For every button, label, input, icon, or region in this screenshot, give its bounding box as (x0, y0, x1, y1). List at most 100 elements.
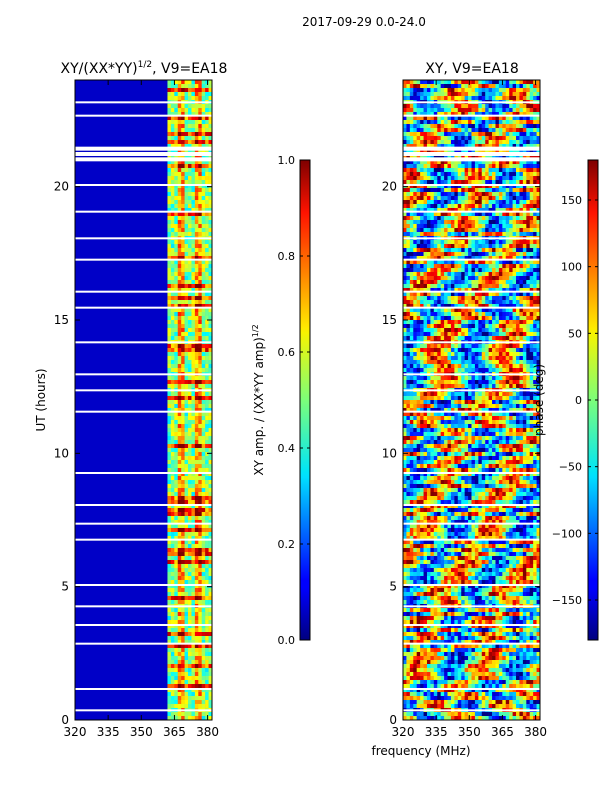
amplitude-heatmap-cell (188, 648, 192, 653)
amplitude-heatmap-cell (191, 656, 196, 661)
phase-heatmap-cell (529, 256, 534, 261)
phase-heatmap-cell (437, 272, 441, 277)
phase-heatmap-cell (481, 244, 486, 249)
amplitude-heatmap-cell (198, 700, 203, 705)
phase-heatmap-cell (512, 344, 517, 349)
phase-heatmap-cell (437, 108, 441, 113)
amplitude-heatmap-cell (194, 404, 199, 409)
amplitude-heatmap-cell (205, 512, 209, 517)
amplitude-heatmap-cell (174, 660, 179, 665)
phase-heatmap-cell (403, 356, 407, 361)
amplitude-heatmap-cell (184, 232, 189, 237)
amplitude-heatmap-cell (188, 428, 192, 433)
phase-heatmap-cell (426, 88, 431, 93)
amplitude-heatmap-cell (194, 548, 199, 553)
amplitude-heatmap-cell (205, 684, 209, 689)
phase-heatmap-cell (413, 108, 417, 113)
phase-heatmap-cell (533, 332, 537, 337)
phase-heatmap-cell (522, 296, 527, 301)
amplitude-heatmap-cell (208, 180, 212, 185)
phase-heatmap-cell (468, 176, 472, 181)
phase-heatmap-cell (478, 260, 483, 265)
amplitude-heatmap-cell (167, 392, 172, 397)
phase-heatmap-cell (440, 176, 445, 181)
amplitude-heatmap-cell (201, 124, 206, 129)
phase-heatmap-cell (522, 288, 527, 293)
phase-heatmap-cell (505, 204, 510, 209)
phase-heatmap-cell (488, 220, 493, 225)
amplitude-heatmap-cell (177, 588, 182, 593)
phase-heatmap-cell (474, 284, 479, 289)
amplitude-heatmap-cell (181, 584, 185, 589)
amplitude-heatmap-cell (208, 220, 212, 225)
phase-heatmap-cell (495, 320, 500, 325)
amplitude-heatmap-cell (198, 84, 203, 89)
amplitude-heatmap-cell (181, 328, 185, 333)
phase-heatmap-cell (420, 260, 424, 265)
phase-heatmap-cell (488, 356, 493, 361)
amplitude-heatmap-cell (170, 676, 175, 681)
amplitude-heatmap-cell (208, 568, 212, 573)
amplitude-heatmap-cell (184, 244, 189, 249)
phase-heatmap-cell (464, 264, 469, 269)
amplitude-heatmap-cell (177, 448, 182, 453)
amplitude-heatmap-cell (167, 380, 172, 385)
phase-heatmap-cell (444, 120, 448, 125)
phase-heatmap-cell (481, 352, 486, 357)
amplitude-heatmap-cell (208, 188, 212, 193)
phase-heatmap-cell (488, 168, 493, 173)
amplitude-heatmap-cell (194, 564, 199, 569)
amplitude-heatmap-cell (174, 444, 179, 449)
phase-heatmap-cell (519, 188, 524, 193)
amplitude-heatmap-cell (198, 92, 203, 97)
phase-heatmap-cell (481, 324, 486, 329)
phase-heatmap-cell (403, 312, 407, 317)
phase-heatmap-cell (416, 196, 421, 201)
amplitude-heatmap-cell (208, 532, 212, 537)
amplitude-heatmap-cell (191, 588, 196, 593)
phase-heatmap-cell (526, 284, 531, 289)
amplitude-heatmap-cell (191, 508, 196, 513)
amplitude-heatmap-cell (167, 584, 172, 589)
phase-heatmap-cell (468, 352, 472, 357)
phase-heatmap-cell (468, 324, 472, 329)
phase-heatmap-cell (474, 336, 479, 341)
amplitude-heatmap-cell (188, 196, 192, 201)
phase-heatmap-cell (522, 104, 527, 109)
phase-heatmap-cell (403, 300, 407, 305)
amplitude-heatmap-cell (181, 320, 185, 325)
amplitude-heatmap-cell (191, 248, 196, 253)
phase-heatmap-cell (426, 220, 431, 225)
amplitude-heatmap-cell (167, 508, 172, 513)
amplitude-heatmap-cell (170, 608, 175, 613)
phase-heatmap-cell (416, 136, 421, 141)
amplitude-heatmap-cell (205, 620, 209, 625)
phase-heatmap-cell (423, 176, 428, 181)
phase-heatmap-cell (413, 124, 417, 129)
amplitude-heatmap-cell (170, 456, 175, 461)
phase-heatmap-cell (447, 308, 452, 313)
phase-heatmap-cell (536, 264, 540, 269)
phase-heatmap-cell (509, 208, 513, 213)
amplitude-heatmap-cell (194, 252, 199, 257)
amplitude-heatmap-cell (194, 616, 199, 621)
phase-heatmap-cell (420, 136, 424, 141)
amplitude-heatmap-cell (184, 204, 189, 209)
phase-heatmap-cell (505, 264, 510, 269)
phase-heatmap-cell (512, 124, 517, 129)
phase-heatmap-cell (457, 280, 462, 285)
phase-heatmap-cell (495, 96, 500, 101)
phase-heatmap-cell (478, 88, 483, 93)
phase-heatmap-cell (516, 172, 520, 177)
amplitude-heatmap-cell (208, 460, 212, 465)
amplitude-heatmap-cell (205, 652, 209, 657)
phase-heatmap-cell (526, 280, 531, 285)
amplitude-heatmap-cell (208, 492, 212, 497)
amplitude-heatmap-cell (177, 416, 182, 421)
amplitude-heatmap-cell (177, 556, 182, 561)
phase-heatmap-cell (423, 112, 428, 117)
amplitude-heatmap-cell (177, 352, 182, 357)
phase-heatmap-cell (430, 208, 435, 213)
amplitude-heatmap-cell (167, 552, 172, 557)
amplitude-heatmap-cell (174, 496, 179, 501)
